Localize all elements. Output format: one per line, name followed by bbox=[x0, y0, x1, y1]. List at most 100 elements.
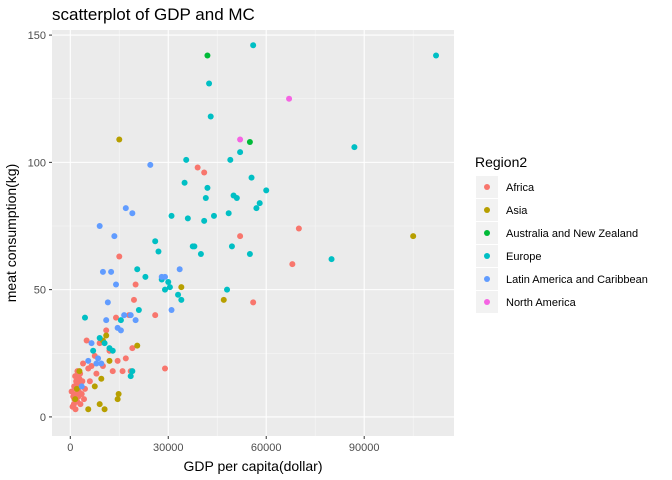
y-tick-label: 150 bbox=[28, 30, 46, 42]
point-europe bbox=[102, 340, 108, 346]
point-europe bbox=[142, 274, 148, 280]
point-europe bbox=[152, 238, 158, 244]
point-europe bbox=[257, 200, 263, 206]
point-latin-america-and-caribbean bbox=[128, 312, 134, 318]
point-latin-america-and-caribbean bbox=[169, 307, 175, 313]
point-europe bbox=[237, 149, 243, 155]
point-europe bbox=[208, 114, 214, 120]
point-asia bbox=[115, 396, 121, 402]
point-europe bbox=[175, 292, 181, 298]
point-latin-america-and-caribbean bbox=[89, 340, 95, 346]
point-latin-america-and-caribbean bbox=[121, 312, 127, 318]
point-europe bbox=[206, 80, 212, 86]
point-asia bbox=[98, 376, 104, 382]
point-australia-and-new-zealand bbox=[247, 139, 253, 145]
x-axis-title: GDP per capita(dollar) bbox=[183, 458, 322, 474]
point-africa bbox=[162, 366, 168, 372]
point-north-america bbox=[237, 136, 243, 142]
point-asia bbox=[221, 297, 227, 303]
point-europe bbox=[165, 279, 171, 285]
point-africa bbox=[237, 233, 243, 239]
point-africa bbox=[77, 401, 83, 407]
point-europe bbox=[351, 144, 357, 150]
point-australia-and-new-zealand bbox=[204, 52, 210, 58]
point-latin-america-and-caribbean bbox=[98, 360, 104, 366]
x-axis-ticks: 0 30000 60000 90000 bbox=[67, 436, 379, 454]
point-asia bbox=[103, 332, 109, 338]
y-tick-label: 100 bbox=[28, 157, 46, 169]
point-europe bbox=[110, 348, 116, 354]
point-europe bbox=[234, 195, 240, 201]
point-asia bbox=[106, 358, 112, 364]
point-latin-america-and-caribbean bbox=[108, 269, 114, 275]
point-latin-america-and-caribbean bbox=[123, 205, 129, 211]
point-europe bbox=[97, 335, 103, 341]
point-africa bbox=[289, 261, 295, 267]
x-tick-label: 90000 bbox=[349, 442, 380, 454]
legend-marker-asia bbox=[484, 207, 490, 213]
x-tick-label: 60000 bbox=[251, 442, 282, 454]
point-europe bbox=[198, 251, 204, 257]
point-north-america bbox=[286, 96, 292, 102]
point-africa bbox=[133, 282, 139, 288]
point-latin-america-and-caribbean bbox=[118, 327, 124, 333]
legend-items: Africa Asia Australia and New Zealand Europ… bbox=[476, 176, 648, 313]
plot-panel bbox=[52, 30, 454, 436]
point-europe bbox=[183, 157, 189, 163]
point-africa bbox=[201, 170, 207, 176]
point-africa bbox=[152, 312, 158, 318]
point-europe bbox=[82, 315, 88, 321]
legend-marker-africa bbox=[484, 184, 490, 190]
point-europe bbox=[227, 157, 233, 163]
point-europe bbox=[185, 215, 191, 221]
point-asia bbox=[134, 343, 140, 349]
point-africa bbox=[115, 358, 121, 364]
point-latin-america-and-caribbean bbox=[129, 210, 135, 216]
point-africa bbox=[87, 378, 93, 384]
point-africa bbox=[93, 371, 99, 377]
point-europe bbox=[201, 218, 207, 224]
point-europe bbox=[249, 175, 255, 181]
point-asia bbox=[178, 284, 184, 290]
point-africa bbox=[81, 396, 87, 402]
legend-label-europe: Europe bbox=[506, 251, 541, 263]
point-latin-america-and-caribbean bbox=[97, 223, 103, 229]
point-europe bbox=[329, 256, 335, 262]
point-europe bbox=[136, 307, 142, 313]
point-asia bbox=[410, 233, 416, 239]
point-latin-america-and-caribbean bbox=[79, 383, 85, 389]
legend-marker-europe bbox=[484, 253, 490, 259]
point-africa bbox=[296, 226, 302, 232]
point-europe bbox=[226, 210, 232, 216]
point-europe bbox=[134, 266, 140, 272]
point-asia bbox=[92, 383, 98, 389]
point-europe bbox=[224, 287, 230, 293]
point-europe bbox=[90, 348, 96, 354]
point-africa bbox=[110, 368, 116, 374]
legend-title: Region2 bbox=[475, 154, 527, 170]
point-europe bbox=[253, 205, 259, 211]
point-europe bbox=[182, 180, 188, 186]
legend-label-north-america: North America bbox=[506, 297, 577, 309]
legend-marker-north-america bbox=[484, 299, 490, 305]
legend-label-australia-and-new-zealand: Australia and New Zealand bbox=[506, 228, 638, 240]
point-asia bbox=[116, 136, 122, 142]
point-africa bbox=[195, 164, 201, 170]
x-tick-label: 0 bbox=[67, 442, 73, 454]
point-latin-america-and-caribbean bbox=[111, 233, 117, 239]
point-latin-america-and-caribbean bbox=[147, 162, 153, 168]
y-tick-label: 0 bbox=[40, 412, 46, 424]
point-asia bbox=[85, 406, 91, 412]
point-latin-america-and-caribbean bbox=[100, 269, 106, 275]
point-latin-america-and-caribbean bbox=[105, 299, 111, 305]
point-europe bbox=[118, 317, 124, 323]
point-africa bbox=[79, 378, 85, 384]
chart-title: scatterplot of GDP and MC bbox=[52, 5, 255, 24]
point-europe bbox=[155, 248, 161, 254]
point-asia bbox=[97, 401, 103, 407]
x-tick-label: 30000 bbox=[153, 442, 184, 454]
y-axis-ticks: 0 50 100 150 bbox=[28, 30, 52, 424]
legend-marker-australia-and-new-zealand bbox=[484, 230, 490, 236]
y-tick-label: 50 bbox=[34, 285, 46, 297]
